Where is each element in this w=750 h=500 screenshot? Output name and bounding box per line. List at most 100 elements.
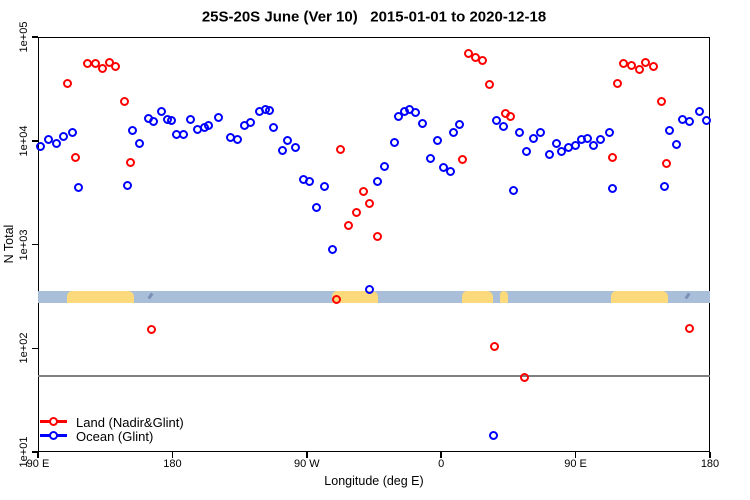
x-tick bbox=[440, 452, 442, 458]
ocean-data-point bbox=[551, 139, 561, 149]
ocean-data-point bbox=[312, 202, 322, 212]
ocean-data-point bbox=[432, 136, 442, 146]
map-land-segment bbox=[500, 291, 508, 303]
land-data-point bbox=[612, 78, 622, 88]
land-data-point bbox=[608, 152, 618, 162]
ocean-data-point bbox=[665, 126, 675, 136]
legend-label-ocean: Ocean (Glint) bbox=[76, 429, 154, 444]
land-data-point bbox=[332, 295, 342, 305]
ocean-data-point bbox=[67, 128, 77, 138]
y-tick-label: 1e+02 bbox=[18, 332, 30, 364]
ocean-data-point bbox=[544, 149, 554, 159]
x-tick-label: 180 bbox=[163, 458, 182, 470]
reference-line bbox=[38, 375, 710, 377]
chart-title: 25S-20S June (Ver 10) 2015-01-01 to 2020… bbox=[201, 8, 547, 26]
ocean-data-point bbox=[439, 162, 449, 172]
land-data-point bbox=[98, 64, 108, 74]
land-data-point bbox=[627, 60, 637, 70]
ocean-data-point bbox=[389, 138, 399, 148]
land-data-point bbox=[343, 220, 353, 230]
land-data-point bbox=[336, 144, 346, 154]
x-tick-label: 90 E bbox=[26, 458, 50, 470]
ocean-data-point bbox=[608, 183, 618, 193]
land-data-point bbox=[352, 208, 362, 218]
y-tick bbox=[32, 243, 38, 246]
x-tick bbox=[709, 452, 711, 458]
x-tick bbox=[574, 452, 577, 458]
ocean-data-point bbox=[246, 118, 256, 128]
ocean-data-point bbox=[509, 186, 519, 196]
y-tick bbox=[32, 36, 38, 38]
ocean-data-point bbox=[411, 108, 421, 118]
land-data-point bbox=[70, 152, 80, 162]
ocean-data-point bbox=[694, 107, 704, 117]
ocean-data-point bbox=[596, 134, 606, 144]
land-data-point bbox=[358, 187, 368, 197]
legend-label-land: Land (Nadir&Glint) bbox=[76, 415, 184, 430]
ocean-data-point bbox=[269, 122, 279, 132]
land-data-point bbox=[62, 79, 72, 89]
x-tick-label: 180 bbox=[700, 458, 720, 470]
ocean-data-point bbox=[582, 133, 592, 143]
map-land-segment bbox=[610, 291, 669, 303]
map-land-segment bbox=[332, 291, 378, 303]
ocean-data-point bbox=[122, 181, 132, 191]
legend-marker-ocean-icon bbox=[49, 431, 58, 440]
ocean-data-point bbox=[588, 141, 598, 151]
legend-marker-land-icon bbox=[49, 417, 58, 426]
ocean-data-point bbox=[365, 284, 375, 294]
ocean-data-point bbox=[166, 115, 176, 125]
x-tick-label: 90 W bbox=[293, 458, 320, 470]
ocean-data-point bbox=[455, 119, 465, 129]
ocean-data-point bbox=[492, 116, 502, 126]
ocean-data-point bbox=[232, 134, 242, 144]
land-data-point bbox=[478, 56, 488, 66]
ocean-data-point bbox=[557, 147, 567, 157]
ocean-data-point bbox=[282, 136, 292, 146]
y-axis-title: N Total bbox=[2, 224, 16, 264]
x-axis-title: Longitude (deg E) bbox=[324, 474, 424, 488]
ocean-data-point bbox=[426, 153, 436, 163]
ocean-data-point bbox=[515, 127, 525, 137]
ocean-data-point bbox=[135, 139, 145, 149]
land-data-point bbox=[657, 97, 667, 107]
ocean-data-point bbox=[373, 176, 383, 186]
y-tick bbox=[32, 451, 38, 453]
map-land-segment bbox=[67, 291, 135, 303]
ocean-data-point bbox=[570, 141, 580, 151]
x-tick bbox=[37, 452, 39, 458]
land-data-point bbox=[125, 158, 135, 168]
ocean-data-point bbox=[672, 140, 682, 150]
x-tick bbox=[171, 452, 174, 458]
ocean-data-point bbox=[127, 126, 137, 136]
ocean-data-point bbox=[488, 431, 498, 441]
ocean-data-point bbox=[449, 128, 459, 138]
x-tick-label: 90 E bbox=[564, 458, 587, 470]
land-data-point bbox=[372, 232, 382, 242]
y-tick bbox=[32, 140, 38, 142]
ocean-data-point bbox=[536, 128, 546, 138]
ocean-data-point bbox=[51, 139, 61, 149]
ocean-data-point bbox=[445, 167, 455, 177]
ocean-data-point bbox=[418, 118, 428, 128]
ocean-data-point bbox=[379, 161, 389, 171]
land-data-point bbox=[649, 62, 659, 72]
y-tick-label: 1e+01 bbox=[18, 436, 30, 468]
x-tick bbox=[306, 452, 308, 458]
ocean-data-point bbox=[149, 116, 159, 126]
land-data-point bbox=[505, 112, 515, 122]
y-tick bbox=[32, 347, 38, 349]
land-data-point bbox=[119, 97, 129, 107]
map-land-segment bbox=[462, 291, 494, 303]
land-data-point bbox=[458, 154, 468, 164]
land-data-point bbox=[684, 324, 694, 333]
land-data-point bbox=[490, 342, 500, 352]
y-tick-label: 1e+03 bbox=[18, 229, 30, 260]
ocean-data-point bbox=[529, 133, 539, 143]
ocean-data-point bbox=[522, 147, 532, 157]
ocean-data-point bbox=[393, 111, 403, 121]
ocean-data-point bbox=[305, 177, 315, 187]
ocean-data-point bbox=[278, 146, 288, 156]
x-tick-label: 0 bbox=[438, 458, 445, 470]
